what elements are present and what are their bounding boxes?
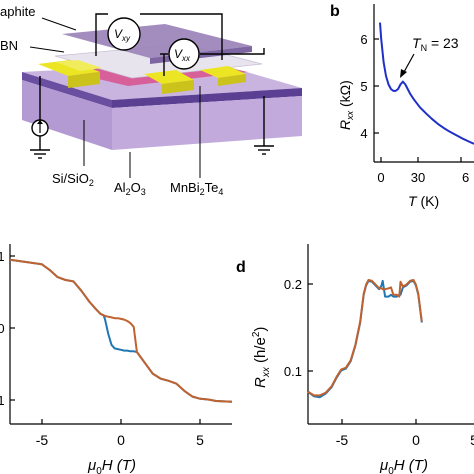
vxx-meter-icon <box>168 38 200 70</box>
panel-b-ytick: 4 <box>360 126 367 141</box>
panel-b-xlabel: T (K) <box>408 193 439 209</box>
graphite-label: aphite <box>0 4 35 19</box>
vxx-label: Vxx <box>174 47 191 63</box>
contact-1 <box>38 60 100 76</box>
panel-b-series-line <box>379 22 474 145</box>
panel-d: d 0.2 0.1 -5 0 5 Rxx (h/e2) μ0H (T) <box>236 244 474 474</box>
panel-a-schematic: Vxy Vxx aphite BN Si/SiO2 <box>0 4 302 197</box>
panel-b: b 6 5 4 0 30 6 Rxx (kΩ) T (K) TN = 23 <box>330 3 474 209</box>
substrate-body-right <box>112 96 302 150</box>
panel-b-xtick: 0 <box>377 170 384 185</box>
panel-c-xtick: 0 <box>117 432 125 448</box>
panel-c-series-line-2 <box>9 258 233 403</box>
panel-d-plot <box>307 279 423 399</box>
panel-c: 1 0 1 -5 0 5 μ0H (T) <box>0 244 233 474</box>
ground-symbol-left <box>30 149 50 159</box>
panel-d-series-line-1 <box>307 279 423 399</box>
vxy-label: Vxy <box>114 27 131 43</box>
current-source-arrowhead <box>37 120 43 124</box>
substrate-band-right <box>112 88 302 108</box>
contact-1-side <box>68 72 100 88</box>
panel-c-ytick: 0 <box>0 321 5 336</box>
panel-b-ylabel: Rxx (kΩ) <box>337 80 355 130</box>
al2o3-label: Al2O3 <box>114 180 146 197</box>
panel-d-series-line-2 <box>307 279 423 397</box>
panel-c-plot <box>9 258 233 403</box>
panel-b-ticks <box>374 38 462 162</box>
panel-c-xtick: 5 <box>196 432 204 448</box>
contact-2 <box>56 60 102 71</box>
mnbi2te4-label: MnBi2Te4 <box>170 180 223 197</box>
panel-c-ticks <box>10 255 201 424</box>
panel-b-plot <box>379 22 474 145</box>
panel-d-letter: d <box>236 259 246 276</box>
panel-b-xtick: 30 <box>411 170 425 185</box>
contact-3-side <box>162 80 194 94</box>
panel-b-annotation-arrowhead <box>400 69 407 78</box>
hbn-label: BN <box>0 38 18 53</box>
panel-b-ytick: 5 <box>360 79 367 94</box>
panel-c-series-line-1 <box>9 258 233 403</box>
panel-d-xlabel: μ0H (T) <box>379 457 428 474</box>
substrate-band-left <box>22 72 112 108</box>
panel-c-xlabel: μ0H (T) <box>87 457 136 474</box>
panel-d-ticks <box>308 283 417 424</box>
sio2-label: Si/SiO2 <box>52 171 94 188</box>
ground-symbol-right <box>254 145 274 155</box>
contact-4 <box>200 66 246 78</box>
panel-b-annotation: TN = 23 <box>412 35 459 53</box>
panel-b-annotation-arrow <box>403 53 415 73</box>
panel-b-ytick: 6 <box>360 32 367 47</box>
panel-d-ytick: 0.2 <box>284 277 302 292</box>
contact-4-side <box>218 74 246 86</box>
vxy-meter-icon <box>107 17 141 51</box>
substrate-body-left <box>22 80 112 150</box>
panel-d-xtick: 0 <box>412 432 420 448</box>
panel-d-ytick: 0.1 <box>284 364 302 379</box>
panel-d-xtick: 5 <box>470 432 474 448</box>
panel-b-xtick: 6 <box>462 170 469 185</box>
panel-b-letter: b <box>330 3 340 20</box>
panel-d-xtick: -5 <box>336 432 349 448</box>
panel-d-ylabel: Rxx (h/e2) <box>251 327 272 388</box>
circuit-wires <box>39 13 265 150</box>
panel-c-ytick: 1 <box>0 393 5 408</box>
contact-3 <box>144 70 194 84</box>
panel-c-ytick: 1 <box>0 249 5 264</box>
label-leaders <box>29 17 201 178</box>
panel-c-xtick: -5 <box>36 432 49 448</box>
